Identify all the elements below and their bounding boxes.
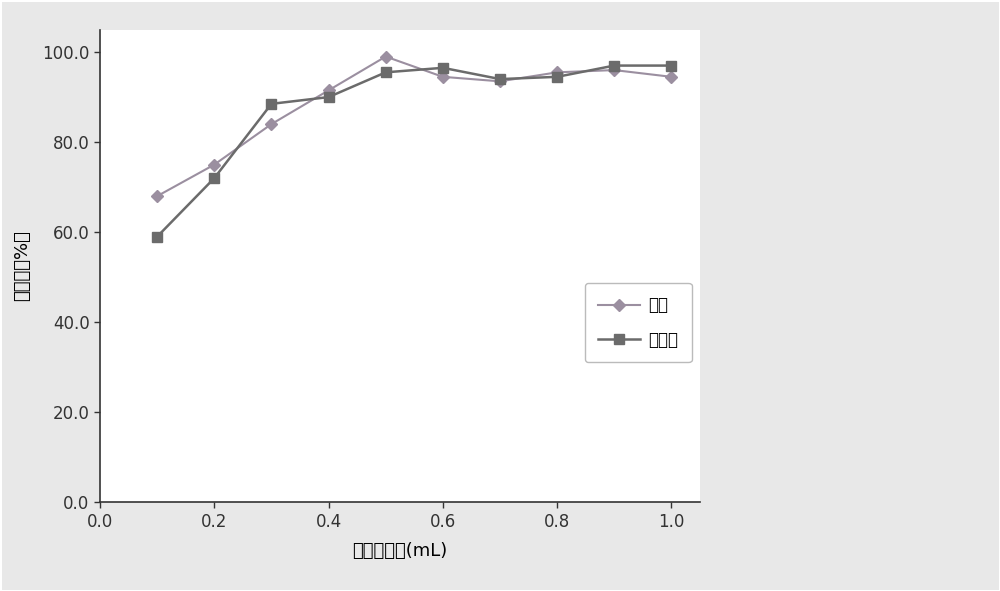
苯胺 xyxy=(208,161,220,168)
联苯胺 xyxy=(494,76,506,83)
苯胺 xyxy=(551,69,563,76)
苯胺 xyxy=(665,73,677,80)
联苯胺 xyxy=(665,62,677,69)
苯胺 xyxy=(494,78,506,85)
联苯胺 xyxy=(323,93,335,100)
联苯胺 xyxy=(265,100,277,108)
X-axis label: 洗脱剂体积(mL): 洗脱剂体积(mL) xyxy=(352,542,448,560)
Legend: 苯胺, 联苯胺: 苯胺, 联苯胺 xyxy=(585,283,692,362)
苯胺 xyxy=(265,121,277,128)
Y-axis label: 回收率（%）: 回收率（%） xyxy=(13,230,31,301)
联苯胺 xyxy=(551,73,563,80)
苯胺 xyxy=(608,67,620,74)
苯胺 xyxy=(437,73,449,80)
苯胺 xyxy=(323,87,335,94)
Line: 苯胺: 苯胺 xyxy=(153,53,676,200)
联苯胺 xyxy=(608,62,620,69)
联苯胺 xyxy=(208,174,220,181)
联苯胺 xyxy=(151,233,163,240)
Line: 联苯胺: 联苯胺 xyxy=(152,61,676,242)
苯胺 xyxy=(151,193,163,200)
联苯胺 xyxy=(437,64,449,72)
苯胺 xyxy=(380,53,392,60)
联苯胺 xyxy=(380,69,392,76)
